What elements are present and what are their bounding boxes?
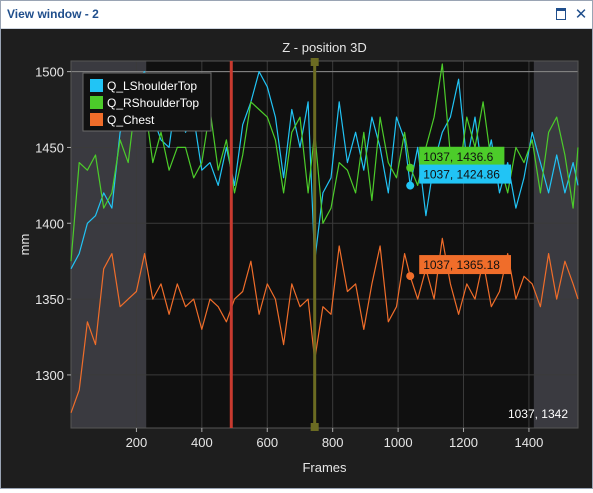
x-tick-label: 1000 bbox=[384, 435, 413, 450]
value-label: 1037, 1436.6 bbox=[423, 150, 493, 164]
plot-area[interactable]: 200 400 600 800 1000 1200 1400 1300 1350 1400 1450… bbox=[1, 29, 592, 488]
line-chart[interactable]: 200 400 600 800 1000 1200 1400 1300 1350 1400 1450… bbox=[1, 29, 592, 488]
x-tick-label: 400 bbox=[191, 435, 213, 450]
y-tick-label: 1400 bbox=[35, 216, 64, 231]
cursor-readout: 1037, 1342 bbox=[508, 407, 568, 421]
series-line-Q_Chest[interactable] bbox=[70, 237, 579, 414]
legend-box bbox=[82, 72, 212, 132]
data-point-marker[interactable] bbox=[406, 181, 415, 190]
value-label: 1037, 1424.86 bbox=[423, 168, 500, 182]
y-tick-label: 1350 bbox=[35, 292, 64, 307]
plot-border bbox=[70, 60, 579, 429]
x-tick-label: 1400 bbox=[514, 435, 543, 450]
window-title: View window - 2 bbox=[7, 7, 99, 21]
data-point-marker[interactable] bbox=[406, 272, 415, 281]
value-label-box bbox=[419, 146, 505, 166]
chart-title: Z - position 3D bbox=[282, 40, 367, 55]
olive-marker-handle-bottom[interactable] bbox=[310, 423, 319, 431]
y-tick-label: 1450 bbox=[35, 140, 64, 155]
window-titlebar[interactable]: View window - 2 ✕ bbox=[1, 1, 592, 29]
legend-label: Q_LShoulderTop bbox=[107, 79, 197, 93]
restore-icon[interactable] bbox=[554, 7, 568, 21]
legend-label: Q_Chest bbox=[107, 113, 155, 127]
olive-marker-handle-top[interactable] bbox=[310, 58, 319, 66]
value-label-box bbox=[419, 255, 511, 275]
x-tick-label: 600 bbox=[256, 435, 278, 450]
y-axis-label: mm bbox=[17, 234, 32, 256]
value-label: 1037, 1365.18 bbox=[423, 258, 500, 272]
x-tick-label: 200 bbox=[126, 435, 148, 450]
x-tick-label: 800 bbox=[322, 435, 344, 450]
y-tick-label: 1300 bbox=[35, 368, 64, 383]
legend-swatch bbox=[90, 79, 103, 92]
legend-label: Q_RShoulderTop bbox=[107, 96, 199, 110]
legend-swatch bbox=[90, 113, 103, 126]
data-point-marker[interactable] bbox=[406, 163, 415, 172]
y-tick-label: 1500 bbox=[35, 65, 64, 80]
x-axis-label: Frames bbox=[302, 460, 347, 475]
legend-swatch bbox=[90, 96, 103, 109]
close-icon[interactable]: ✕ bbox=[574, 5, 588, 23]
value-label-box bbox=[419, 164, 511, 184]
x-tick-label: 1200 bbox=[449, 435, 478, 450]
